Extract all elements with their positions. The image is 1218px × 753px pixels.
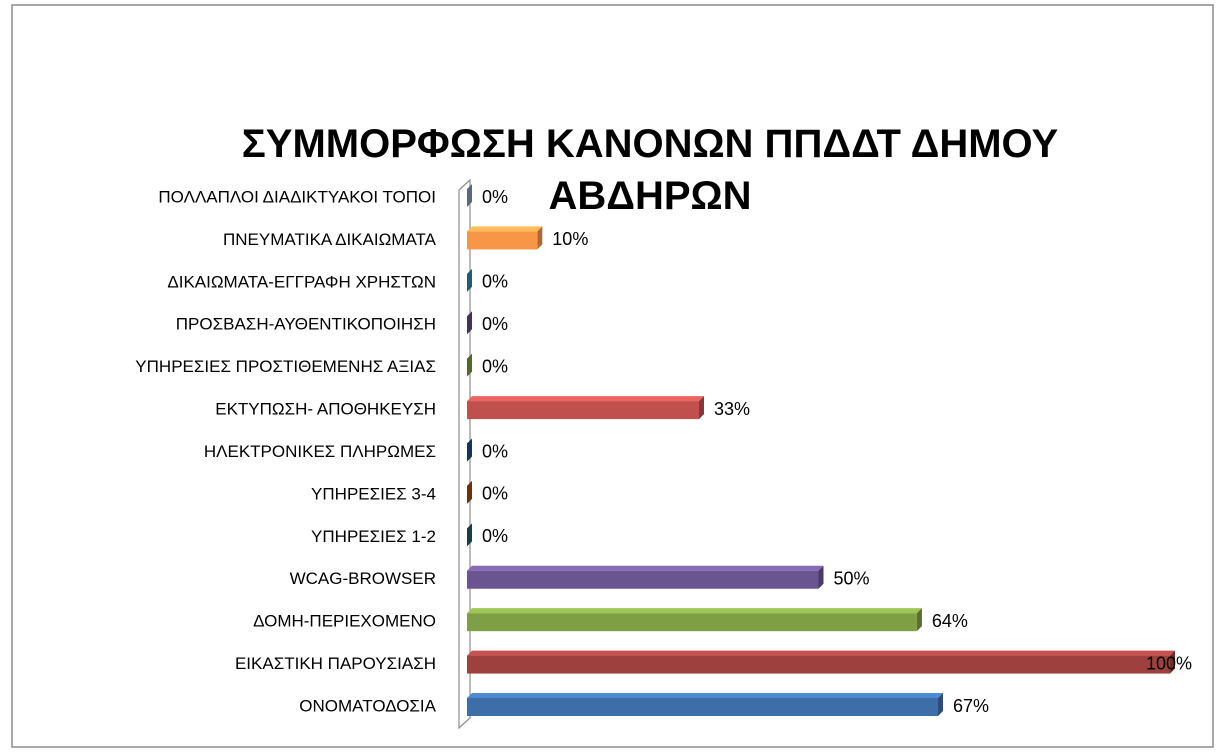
y-tick-label: ΔΙΚΑΙΩΜΑΤΑ-ΕΓΓΡΑΦΗ ΧΡΗΣΤΩΝ: [167, 272, 436, 291]
bar-top-face: [467, 693, 944, 698]
data-label: 0%: [482, 272, 508, 292]
y-tick-label: ΥΠΗΡΕΣΙΕΣ ΠΡΟΣΤΙΘΕΜΕΝΗΣ ΑΞΙΑΣ: [135, 357, 436, 376]
bar-top-face: [467, 396, 704, 402]
bar: [467, 231, 538, 250]
data-label: 100%: [1146, 653, 1192, 673]
data-label: 50%: [834, 569, 870, 589]
data-label: 64%: [932, 611, 968, 631]
bar-side-face: [467, 311, 472, 335]
y-tick-label: ΥΠΗΡΕΣΙΕΣ 3-4: [311, 484, 436, 503]
bar-side-face: [1170, 650, 1175, 674]
data-label: 0%: [482, 356, 508, 376]
data-label: 0%: [482, 441, 508, 461]
data-label: 33%: [714, 399, 750, 419]
y-tick-label: ΥΠΗΡΕΣΙΕΣ 1-2: [311, 527, 436, 546]
bar-side-face: [467, 480, 472, 504]
y-tick-label: ΕΚΤΥΠΩΣΗ- ΑΠΟΘΗΚΕΥΣΗ: [215, 400, 436, 419]
y-tick-label: ΠΟΛΛΑΠΛΟΙ ΔΙΑΔΙΚΤΥΑΚΟΙ ΤΟΠΟΙ: [158, 187, 436, 206]
data-label: 67%: [953, 696, 989, 716]
bar: [467, 570, 819, 589]
bar: [467, 698, 939, 716]
bar: [467, 655, 1170, 674]
bar: [467, 401, 699, 420]
bar-side-face: [938, 693, 944, 716]
y-tick-label: ΗΛΕΚΤΡΟΝΙΚΕΣ ΠΛΗΡΩΜΕΣ: [204, 442, 436, 461]
bar-side-face: [467, 523, 472, 547]
bar-side-face: [467, 184, 472, 207]
y-tick-label: ΔΟΜΗ-ΠΕΡΙΕΧΟΜΕΝΟ: [253, 612, 436, 631]
y-tick-label: ΟΝΟΜΑΤΟΔΟΣΙΑ: [299, 696, 436, 715]
data-label: 0%: [482, 484, 508, 504]
bar-top-face: [467, 608, 922, 614]
bar-side-face: [467, 438, 472, 462]
y-tick-label: ΕΙΚΑΣΤΙΚΗ ΠΑΡΟΥΣΙΑΣΗ: [235, 654, 436, 673]
bar-side-face: [698, 396, 704, 420]
bar-side-face: [537, 226, 543, 250]
bar-side-face: [467, 353, 472, 377]
data-label: 0%: [482, 187, 508, 207]
bar-side-face: [467, 268, 472, 292]
bar-top-face: [467, 650, 1175, 656]
data-label: 0%: [482, 526, 508, 546]
y-tick-label: ΠΡΟΣΒΑΣΗ-ΑΥΘΕΝΤΙΚΟΠΟΙΗΣΗ: [176, 315, 436, 334]
bar-side-face: [818, 565, 824, 589]
bar: [467, 613, 917, 632]
bar-top-face: [467, 226, 543, 232]
data-label: 0%: [482, 314, 508, 334]
bar-top-face: [467, 565, 824, 571]
y-tick-label: WCAG-BROWSER: [290, 569, 436, 588]
bar-side-face: [916, 608, 922, 632]
chart-title: ΣΥΜΜΟΡΦΩΣΗ ΚΑΝΟΝΩΝ ΠΠΔΔΤ ΔΗΜΟΥ ΑΒΔΗΡΩΝ: [241, 122, 1059, 218]
y-tick-label: ΠΝΕΥΜΑΤΙΚΑ ΔΙΚΑΙΩΜΑΤΑ: [223, 230, 437, 249]
data-label: 10%: [552, 229, 588, 249]
